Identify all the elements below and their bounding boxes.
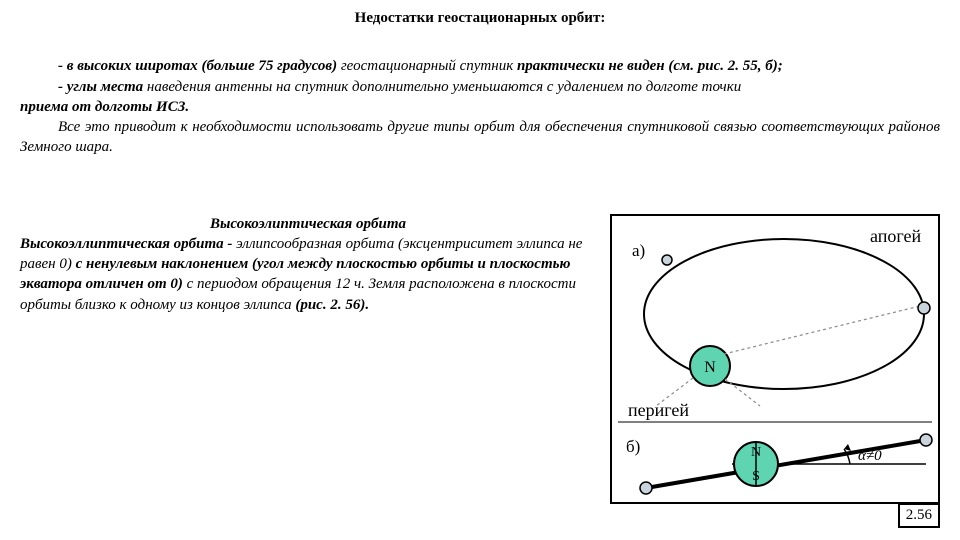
- d1: Высокоэллиптическая орбита -: [20, 236, 236, 252]
- label-b: б): [626, 437, 640, 456]
- subsection-heading: Высокоэлиптическая орбита: [20, 214, 596, 234]
- p2-ital: наведения антенны на спутник дополнитель…: [143, 79, 741, 95]
- label-perigee: перигей: [628, 400, 689, 420]
- dash-to-apogee: [724, 306, 920, 354]
- figure-caption: 2.56: [898, 503, 940, 527]
- page-title: Недостатки геостационарных орбит:: [20, 8, 940, 28]
- dash-right: [725, 379, 760, 406]
- p2-bold: - углы места: [58, 79, 143, 95]
- earth-b-S: S: [752, 469, 760, 484]
- sat-b-left: [640, 482, 652, 494]
- paragraph-1: - в высоких широтах (больше 75 градусов)…: [20, 56, 940, 76]
- p1-ital-1: геостационарный спутник: [337, 58, 517, 74]
- subsection-description: Высокоэллиптическая орбита - эллипсообра…: [20, 234, 596, 315]
- sat-apogee: [918, 302, 930, 314]
- paragraph-2: - углы места наведения антенны на спутни…: [20, 77, 940, 97]
- figure-frame: N а) апогей перигей: [610, 214, 940, 504]
- orbit-ellipse: [644, 239, 924, 389]
- p1-bold-2: практически не виден (см. рис. 2. 55, б)…: [517, 58, 783, 74]
- d5: (рис. 2. 56).: [295, 297, 369, 313]
- p1-bold-1: - в высоких широтах (больше 75 градусов): [58, 58, 337, 74]
- sat-top-left: [662, 255, 672, 265]
- subsection-text: Высокоэлиптическая орбита Высокоэллиптич…: [20, 214, 610, 504]
- angle-label: α≠0: [858, 448, 882, 464]
- paragraph-4: Все это приводит к необходимости использ…: [20, 117, 940, 158]
- earth-b-N: N: [751, 445, 761, 460]
- paragraph-3: приема от долготы ИСЗ.: [20, 97, 940, 117]
- figure-container: N а) апогей перигей: [610, 214, 940, 504]
- orbit-diagram: N а) апогей перигей: [612, 216, 938, 502]
- label-a: а): [632, 241, 645, 260]
- earth-a-N: N: [704, 359, 716, 376]
- label-apogee: апогей: [870, 226, 922, 246]
- sat-b-right: [920, 434, 932, 446]
